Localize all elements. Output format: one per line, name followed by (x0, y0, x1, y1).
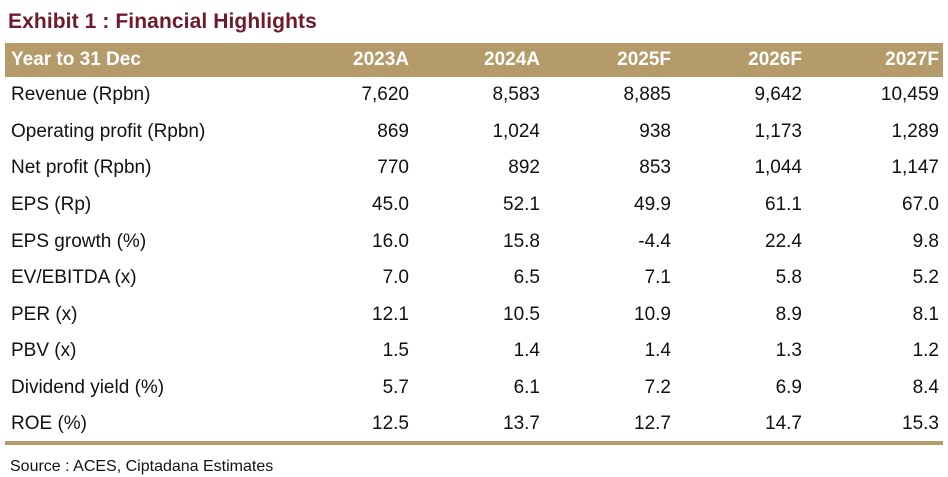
row-value-2024a: 15.8 (503, 230, 540, 252)
row-label: PER (x) (11, 303, 78, 325)
row-value-2025f: 10.9 (634, 303, 671, 325)
row-value-2024a: 892 (508, 157, 540, 179)
row-label: Operating profit (Rpbn) (11, 120, 206, 142)
row-value-2025f: 7.1 (644, 267, 671, 289)
row-value-2023a: 869 (377, 120, 409, 142)
row-value-2027f: 8.1 (912, 303, 939, 325)
financial-highlights-table-container: Year to 31 Dec 2023A 2024A 2025F 2026F 2… (5, 43, 943, 445)
row-value-2025f: 8,885 (623, 84, 671, 106)
row-value-2026f: 6.9 (775, 377, 802, 399)
table-row: EPS (Rp) 45.0 52.1 49.9 61.1 67.0 (5, 187, 943, 224)
row-value-2025f: 853 (639, 157, 671, 179)
row-value-2027f: 10,459 (880, 84, 939, 106)
row-value-2027f: 1,147 (891, 157, 939, 179)
row-value-2027f: 1.2 (912, 340, 939, 362)
row-value-2026f: 1,173 (754, 120, 802, 142)
table-row: Net profit (Rpbn) 770 892 853 1,044 1,147 (5, 150, 943, 187)
table-row: EPS growth (%) 16.0 15.8 -4.4 22.4 9.8 (5, 223, 943, 260)
exhibit-title: Exhibit 1 : Financial Highlights (8, 10, 317, 33)
row-value-2025f: 938 (639, 120, 671, 142)
row-value-2024a: 10.5 (503, 303, 540, 325)
row-value-2025f: 7.2 (644, 377, 671, 399)
row-value-2027f: 9.8 (912, 230, 939, 252)
row-value-2026f: 1,044 (754, 157, 802, 179)
row-value-2024a: 1.4 (513, 340, 540, 362)
header-year-2023a: 2023A (353, 49, 409, 70)
row-value-2025f: -4.4 (638, 230, 671, 252)
row-value-2024a: 6.1 (513, 377, 540, 399)
row-value-2023a: 12.1 (372, 303, 409, 325)
row-value-2027f: 67.0 (902, 194, 939, 216)
row-value-2026f: 1.3 (775, 340, 802, 362)
table-header: Year to 31 Dec 2023A 2024A 2025F 2026F 2… (5, 43, 943, 77)
row-value-2024a: 52.1 (503, 194, 540, 216)
header-year-2026f: 2026F (748, 49, 802, 70)
header-year-2025f: 2025F (617, 49, 671, 70)
row-label: EPS (Rp) (11, 194, 92, 216)
table-body: Revenue (Rpbn) 7,620 8,583 8,885 9,642 10,459… (5, 77, 943, 445)
header-label: Year to 31 Dec (11, 49, 141, 70)
row-value-2025f: 1.4 (644, 340, 671, 362)
financial-highlights-table: Year to 31 Dec 2023A 2024A 2025F 2026F 2… (5, 43, 943, 445)
row-value-2023a: 7,620 (361, 84, 409, 106)
source-note: Source : ACES, Ciptadana Estimates (10, 458, 274, 475)
row-value-2024a: 6.5 (513, 267, 540, 289)
row-label: PBV (x) (11, 340, 77, 362)
row-value-2027f: 5.2 (912, 267, 939, 289)
row-value-2027f: 1,289 (891, 120, 939, 142)
row-label: ROE (%) (5, 406, 284, 445)
row-value-2024a: 1,024 (492, 120, 540, 142)
table-row: Dividend yield (%) 5.7 6.1 7.2 6.9 8.4 (5, 370, 943, 407)
row-value-2023a: 1.5 (382, 340, 409, 362)
row-value-2026f: 61.1 (765, 194, 802, 216)
row-value-2026f: 14.7 (677, 406, 808, 445)
row-value-2024a: 13.7 (415, 406, 546, 445)
row-value-2025f: 12.7 (546, 406, 677, 445)
row-value-2026f: 22.4 (765, 230, 802, 252)
row-label: EPS growth (%) (11, 230, 147, 252)
row-value-2025f: 49.9 (634, 194, 671, 216)
row-value-2026f: 5.8 (775, 267, 802, 289)
table-row: Operating profit (Rpbn) 869 1,024 938 1,173 1… (5, 114, 943, 151)
row-value-2023a: 12.5 (284, 406, 415, 445)
table-row: PBV (x) 1.5 1.4 1.4 1.3 1.2 (5, 333, 943, 370)
table-row: EV/EBITDA (x) 7.0 6.5 7.1 5.8 5.2 (5, 260, 943, 297)
table-row: Revenue (Rpbn) 7,620 8,583 8,885 9,642 10,459 (5, 77, 943, 114)
row-label: Dividend yield (%) (11, 377, 165, 399)
row-value-2023a: 5.7 (382, 377, 409, 399)
row-label: Net profit (Rpbn) (11, 157, 152, 179)
row-value-2026f: 8.9 (775, 303, 802, 325)
row-value-2023a: 45.0 (372, 194, 409, 216)
row-value-2023a: 770 (377, 157, 409, 179)
table-header-row: Year to 31 Dec 2023A 2024A 2025F 2026F 2… (5, 43, 943, 77)
header-year-2027f: 2027F (885, 49, 939, 70)
table-row: ROE (%) 12.5 13.7 12.7 14.7 15.3 (5, 406, 943, 445)
row-value-2023a: 7.0 (382, 267, 409, 289)
header-year-2024a: 2024A (484, 49, 540, 70)
row-value-2027f: 15.3 (808, 406, 943, 445)
row-value-2026f: 9,642 (754, 84, 802, 106)
row-label: Revenue (Rpbn) (11, 84, 151, 106)
row-label: EV/EBITDA (x) (11, 267, 137, 289)
table-row: PER (x) 12.1 10.5 10.9 8.9 8.1 (5, 297, 943, 334)
row-value-2023a: 16.0 (372, 230, 409, 252)
row-value-2024a: 8,583 (492, 84, 540, 106)
row-value-2027f: 8.4 (912, 377, 939, 399)
